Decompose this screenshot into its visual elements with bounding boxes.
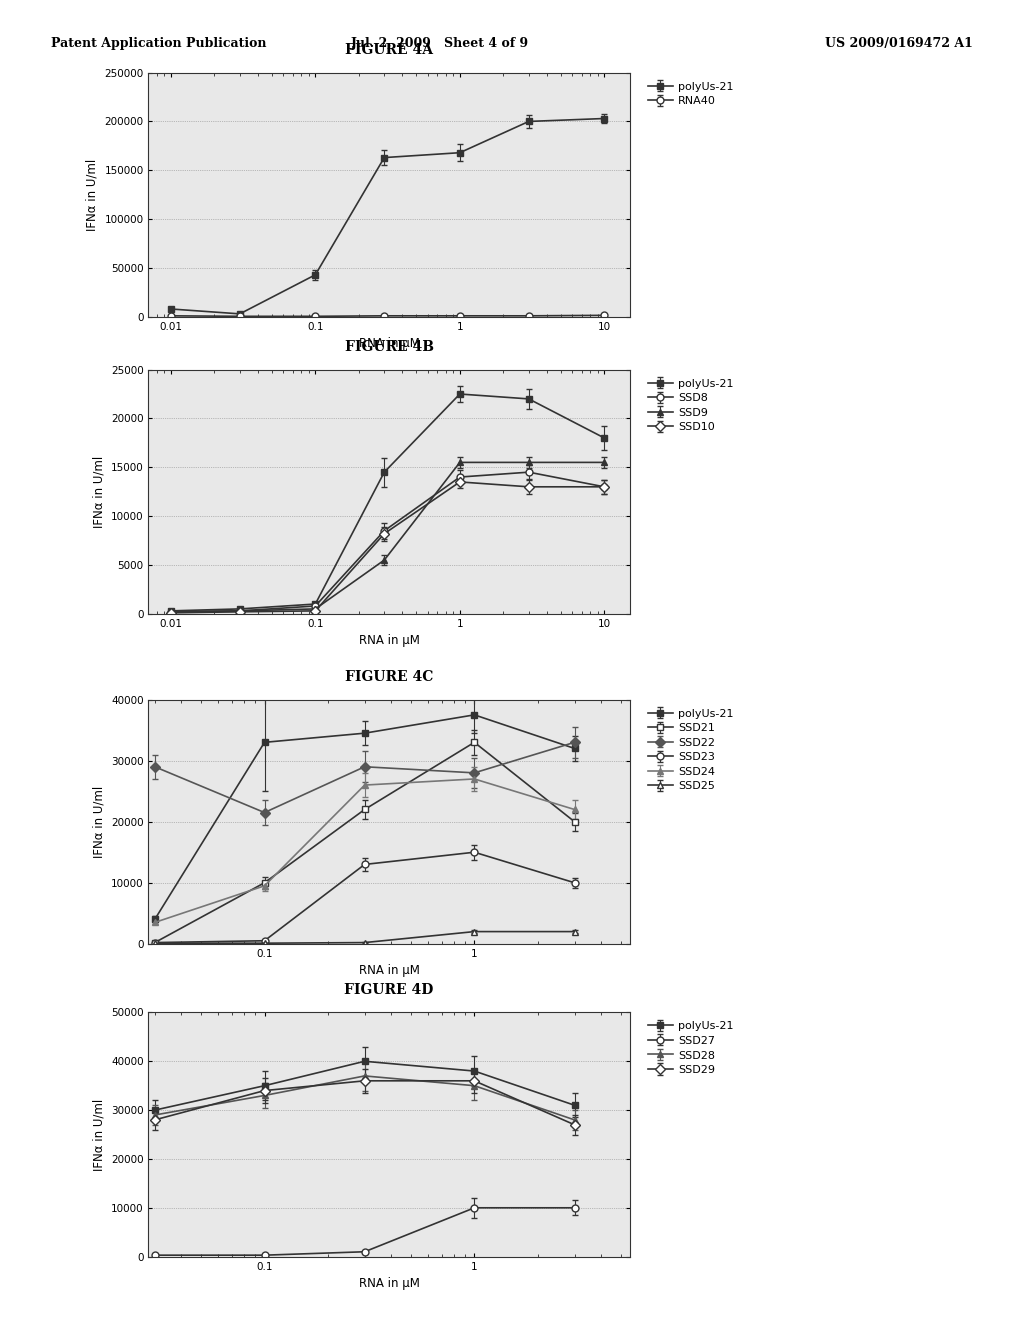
Text: FIGURE 4B: FIGURE 4B bbox=[345, 339, 433, 354]
X-axis label: RNA in μM: RNA in μM bbox=[358, 964, 420, 977]
Y-axis label: IFNα in U/ml: IFNα in U/ml bbox=[92, 1098, 105, 1171]
Text: FIGURE 4A: FIGURE 4A bbox=[345, 42, 433, 57]
Text: Jul. 2, 2009   Sheet 4 of 9: Jul. 2, 2009 Sheet 4 of 9 bbox=[351, 37, 529, 50]
Y-axis label: IFNα in U/ml: IFNα in U/ml bbox=[92, 455, 105, 528]
Legend: polyUs-21, SSD21, SSD22, SSD23, SSD24, SSD25: polyUs-21, SSD21, SSD22, SSD23, SSD24, S… bbox=[645, 705, 737, 795]
Text: FIGURE 4C: FIGURE 4C bbox=[345, 669, 433, 684]
Text: US 2009/0169472 A1: US 2009/0169472 A1 bbox=[825, 37, 973, 50]
Legend: polyUs-21, SSD8, SSD9, SSD10: polyUs-21, SSD8, SSD9, SSD10 bbox=[645, 375, 737, 436]
X-axis label: RNA in μM: RNA in μM bbox=[358, 1276, 420, 1290]
Legend: polyUs-21, RNA40: polyUs-21, RNA40 bbox=[645, 78, 737, 110]
Legend: polyUs-21, SSD27, SSD28, SSD29: polyUs-21, SSD27, SSD28, SSD29 bbox=[645, 1018, 737, 1078]
Y-axis label: IFNα in U/ml: IFNα in U/ml bbox=[86, 158, 98, 231]
Text: Patent Application Publication: Patent Application Publication bbox=[51, 37, 266, 50]
X-axis label: RNA in μM: RNA in μM bbox=[358, 634, 420, 647]
Y-axis label: IFNα in U/ml: IFNα in U/ml bbox=[92, 785, 105, 858]
X-axis label: RNA in μM: RNA in μM bbox=[358, 337, 420, 350]
Text: FIGURE 4D: FIGURE 4D bbox=[344, 982, 434, 997]
